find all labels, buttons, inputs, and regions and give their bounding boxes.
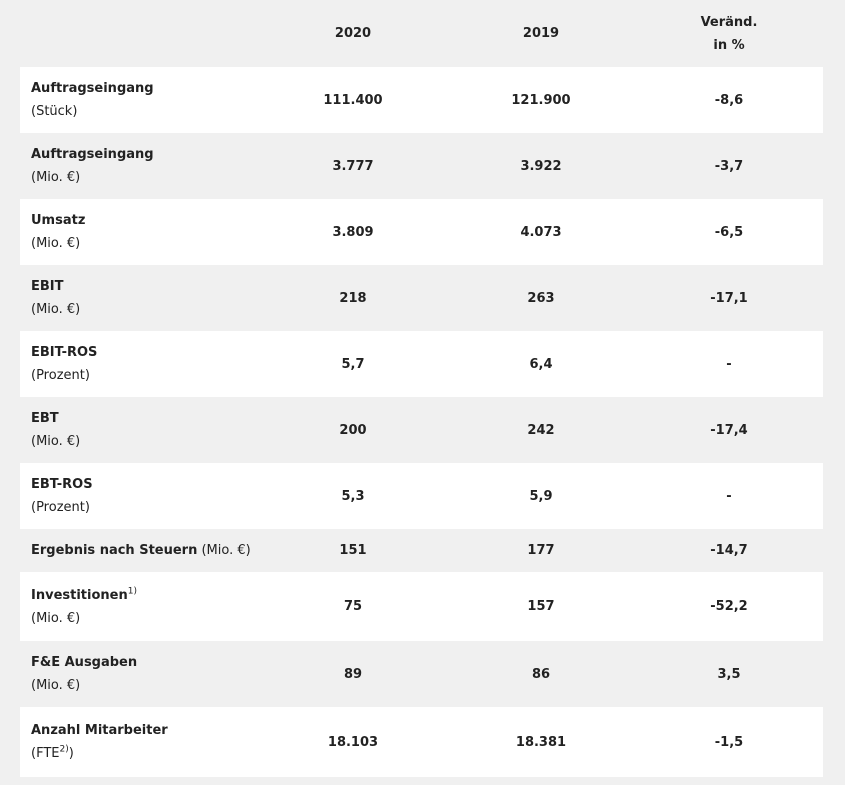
unit: (FTE2)): [31, 742, 271, 765]
label-text: EBIT: [31, 279, 64, 294]
unit: (Mio. €): [31, 607, 271, 630]
label-text: Ergebnis nach Steuern: [31, 543, 198, 558]
unit-text: (Prozent): [31, 500, 90, 515]
value-cell: 242: [527, 422, 555, 438]
value-cell: 3.809: [332, 224, 374, 240]
row-label: F&E Ausgaben (Mio. €): [31, 651, 271, 697]
value-cell: 157: [527, 599, 555, 614]
label-text: Anzahl Mitarbeiter: [31, 723, 168, 738]
value-cell: 89: [343, 666, 363, 682]
value-cell: -52,2: [710, 599, 748, 614]
value-cell: -8,6: [714, 92, 744, 108]
value-cell: -14,7: [710, 543, 748, 558]
unit: (Prozent): [31, 364, 271, 387]
value-cell: -: [726, 488, 732, 504]
row-label: Umsatz (Mio. €): [31, 209, 271, 255]
unit: (Mio. €): [31, 674, 271, 697]
table-row: Umsatz (Mio. €) 3.809 4.073 -6,5: [20, 199, 823, 265]
value-cell: -17,1: [710, 290, 748, 306]
value-cell: 5,9: [529, 488, 553, 504]
table-row: EBT (Mio. €) 200 242 -17,4: [20, 397, 823, 463]
value-cell: -17,4: [710, 422, 748, 438]
row-label: EBIT-ROS (Prozent): [31, 341, 271, 387]
row-label: EBT (Mio. €): [31, 407, 271, 453]
table-row: Investitionen1) (Mio. €) 75 157 -52,2: [20, 572, 823, 641]
row-label: Auftragseingang (Mio. €): [31, 143, 271, 189]
value-cell: 200: [339, 422, 367, 438]
unit: (Mio. €): [201, 543, 250, 558]
header-cell: 2019: [522, 26, 560, 41]
header-line: in %: [713, 37, 745, 53]
unit-text: ): [68, 746, 74, 761]
table-row: F&E Ausgaben (Mio. €) 89 86 3,5: [20, 641, 823, 707]
value-cell: 4.073: [520, 224, 562, 240]
table-row: EBIT-ROS (Prozent) 5,7 6,4 -: [20, 331, 823, 397]
unit-text: (Mio. €): [31, 610, 81, 626]
value-cell: 18.103: [327, 734, 379, 750]
value-cell: 18.381: [515, 734, 567, 750]
unit: (Mio. €): [31, 232, 271, 255]
unit-text: (Prozent): [31, 368, 90, 383]
unit-text: (Mio. €): [31, 434, 81, 449]
unit: (Prozent): [31, 496, 271, 519]
label-text: EBT: [31, 411, 59, 426]
value-cell: -1,5: [714, 734, 744, 750]
unit: (Mio. €): [31, 298, 271, 321]
header-cell: 2020: [334, 26, 372, 41]
table-row: Ergebnis nach Steuern (Mio. €) 151 177 -14,…: [20, 529, 823, 572]
row-label: Investitionen1) (Mio. €): [31, 584, 271, 630]
unit-text: (FTE: [31, 746, 60, 761]
value-cell: 3.777: [332, 158, 374, 174]
label-text: Auftragseingang: [31, 147, 154, 162]
row-label: EBT-ROS (Prozent): [31, 473, 271, 519]
unit-text: (Stück): [31, 104, 78, 119]
value-cell: 75: [343, 599, 363, 614]
header-cell: Veränd. in %: [649, 11, 809, 57]
value-cell: -: [726, 356, 732, 372]
row-label: Auftragseingang (Stück): [31, 77, 271, 123]
table-row: EBT-ROS (Prozent) 5,3 5,9 -: [20, 463, 823, 529]
value-cell: 111.400: [323, 92, 383, 108]
table-row: Anzahl Mitarbeiter (FTE2)) 18.103 18.381 -1…: [20, 707, 823, 777]
value-cell: -3,7: [714, 158, 744, 174]
value-cell: 5,7: [341, 356, 365, 372]
value-cell: 218: [339, 290, 367, 306]
unit: (Mio. €): [31, 166, 271, 189]
unit-text: (Mio. €): [31, 678, 81, 693]
row-label: EBIT (Mio. €): [31, 275, 271, 321]
value-cell: -6,5: [714, 224, 744, 240]
header-row: 2020 2019 Veränd. in %: [20, 0, 823, 67]
value-cell: 6,4: [529, 356, 553, 372]
unit: (Mio. €): [31, 430, 271, 453]
label-text: Investitionen: [31, 587, 128, 603]
label-text: EBIT-ROS: [31, 345, 98, 360]
label-text: Auftragseingang: [31, 81, 154, 96]
unit-text: (Mio. €): [201, 543, 251, 558]
label-text: EBT-ROS: [31, 477, 93, 492]
footnote-mark: 1): [127, 586, 137, 597]
value-cell: 3,5: [717, 666, 741, 682]
table-row: Auftragseingang (Mio. €) 3.777 3.922 -3,7: [20, 133, 823, 199]
value-cell: 5,3: [341, 488, 365, 504]
value-cell: 86: [531, 666, 551, 682]
value-cell: 177: [527, 543, 555, 558]
value-cell: 263: [527, 290, 555, 306]
row-label: Ergebnis nach Steuern (Mio. €): [31, 539, 271, 562]
value-cell: 151: [339, 543, 367, 558]
unit: (Stück): [31, 100, 271, 123]
table-row: EBIT (Mio. €) 218 263 -17,1: [20, 265, 823, 331]
value-cell: 3.922: [520, 158, 562, 174]
row-label: Anzahl Mitarbeiter (FTE2)): [31, 719, 271, 765]
table: 2020 2019 Veränd. in % Auftragseingang (S…: [20, 0, 823, 777]
table-row: Auftragseingang (Stück) 111.400 121.900 -8,…: [20, 67, 823, 133]
label-text: Umsatz: [31, 213, 86, 228]
unit-text: (Mio. €): [31, 170, 81, 185]
value-cell: 121.900: [511, 92, 571, 108]
header-line: Veränd.: [700, 14, 758, 30]
label-text: F&E Ausgaben: [31, 655, 138, 670]
unit-text: (Mio. €): [31, 302, 81, 317]
unit-text: (Mio. €): [31, 236, 81, 251]
footnote-mark: 2): [59, 744, 69, 755]
